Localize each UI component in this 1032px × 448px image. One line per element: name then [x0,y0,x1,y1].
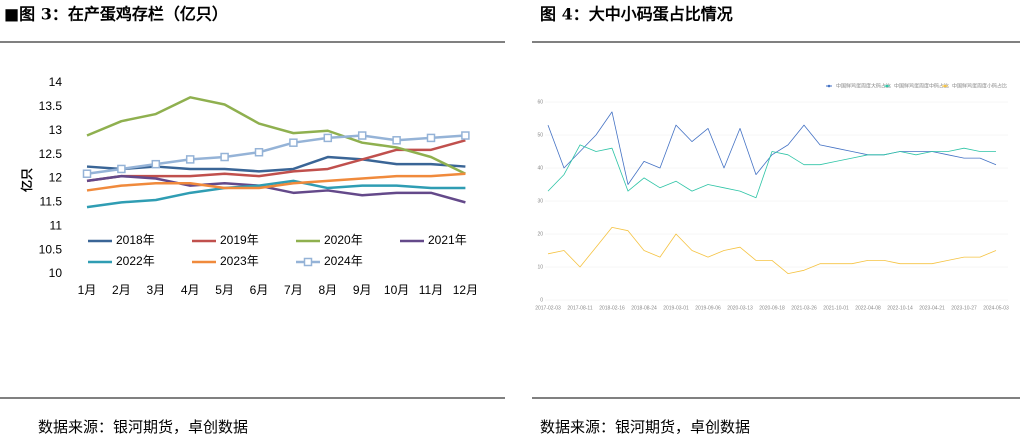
y-tick-label: 0 [540,297,543,303]
y-tick-label: 10 [49,266,63,280]
marker [254,147,264,157]
marker [392,136,401,145]
legend-marker [303,257,313,267]
marker [117,164,126,174]
marker [82,169,92,178]
y-tick-label: 14 [49,75,63,89]
y-tick-label: 11.5 [40,195,63,209]
x-tick-label: 2020-09-18 [759,305,785,311]
x-tick-label: 2020-03-13 [727,305,753,311]
marker [426,133,436,143]
marker [461,131,470,140]
x-tick-label: 2023-10-27 [951,305,977,311]
x-tick-label: 11月 [419,283,443,297]
y-tick-label: 50 [537,132,543,138]
legend-marker [885,84,889,88]
legend-label: 2021年 [428,233,467,247]
marker [357,131,367,140]
x-tick-label: 2月 [112,283,131,297]
x-tick-label: 2019-09-06 [695,305,721,311]
y-tick-label: 13 [49,123,63,137]
x-tick-label: 8月 [318,283,337,297]
legend-label: 2018年 [116,233,155,247]
x-tick-label: 2017-08-11 [567,305,592,311]
x-tick-label: 2022-04-08 [855,305,881,311]
series-line [547,144,996,199]
y-tick-label: 10.5 [39,242,63,256]
figure-title: ■图 3：在产蛋鸡存栏（亿只） [4,5,228,24]
x-tick-label: 6月 [250,283,269,297]
y-axis-label: 亿只 [19,168,34,192]
x-tick-label: 3月 [146,283,165,297]
y-tick-label: 30 [537,198,543,204]
x-tick-label: 1月 [78,283,97,297]
x-tick-label: 2019-03-01 [663,305,689,311]
marker [220,152,229,162]
legend-label: 2022年 [116,254,155,268]
figure-title: 图 4：大中小码蛋占比情况 [540,5,733,24]
series-line [86,172,466,192]
x-tick-label: 12月 [453,283,478,297]
x-tick-label: 2021-10-01 [823,305,849,311]
x-tick-label: 2018-08-24 [631,305,657,311]
x-tick-label: 4月 [181,283,200,297]
y-tick-label: 20 [537,231,543,237]
legend-label: 2019年 [220,233,259,247]
marker [185,155,195,164]
y-tick-label: 11 [50,218,63,232]
legend-label: 2020年 [324,233,363,247]
legend-label: 中国鲜鸡蛋周度小码占比 [952,82,1007,89]
y-tick-label: 12 [49,171,63,185]
y-tick-label: 60 [537,99,543,105]
y-tick-label: 12.5 [39,147,63,161]
x-tick-label: 2017-02-03 [535,305,561,311]
x-tick-label: 2021-03-26 [791,305,817,311]
x-tick-label: 2023-04-21 [919,305,945,311]
series-line [86,179,466,209]
legend-label: 2023年 [220,254,259,268]
series-line [86,134,466,175]
legend-label: 中国鲜鸡蛋周度大码占比 [836,82,891,89]
x-tick-label: 2024-05-03 [983,305,1009,311]
x-tick-label: 2018-02-16 [599,305,625,311]
source: 数据来源：银河期货，卓创数据 [540,418,750,436]
y-tick-label: 13.5 [39,99,63,113]
x-tick-label: 5月 [215,283,234,297]
marker [289,138,298,147]
legend-label: 中国鲜鸡蛋周度中码占比 [894,82,949,89]
series-line [86,174,466,204]
marker [151,159,161,169]
series-line [86,155,466,173]
x-tick-label: 2022-10-14 [887,305,913,311]
x-tick-label: 7月 [284,283,303,297]
source: 数据来源：银河期货，卓创数据 [38,418,248,436]
x-tick-label: 9月 [353,283,372,297]
marker [323,133,333,143]
series-line [547,226,997,275]
x-tick-label: 10月 [384,283,409,297]
series-line [86,96,466,175]
series-line [547,111,997,185]
y-tick-label: 10 [537,264,543,270]
legend-marker [827,84,831,88]
legend-marker [943,84,947,88]
y-tick-label: 40 [537,165,543,171]
legend-label: 2024年 [324,254,363,268]
